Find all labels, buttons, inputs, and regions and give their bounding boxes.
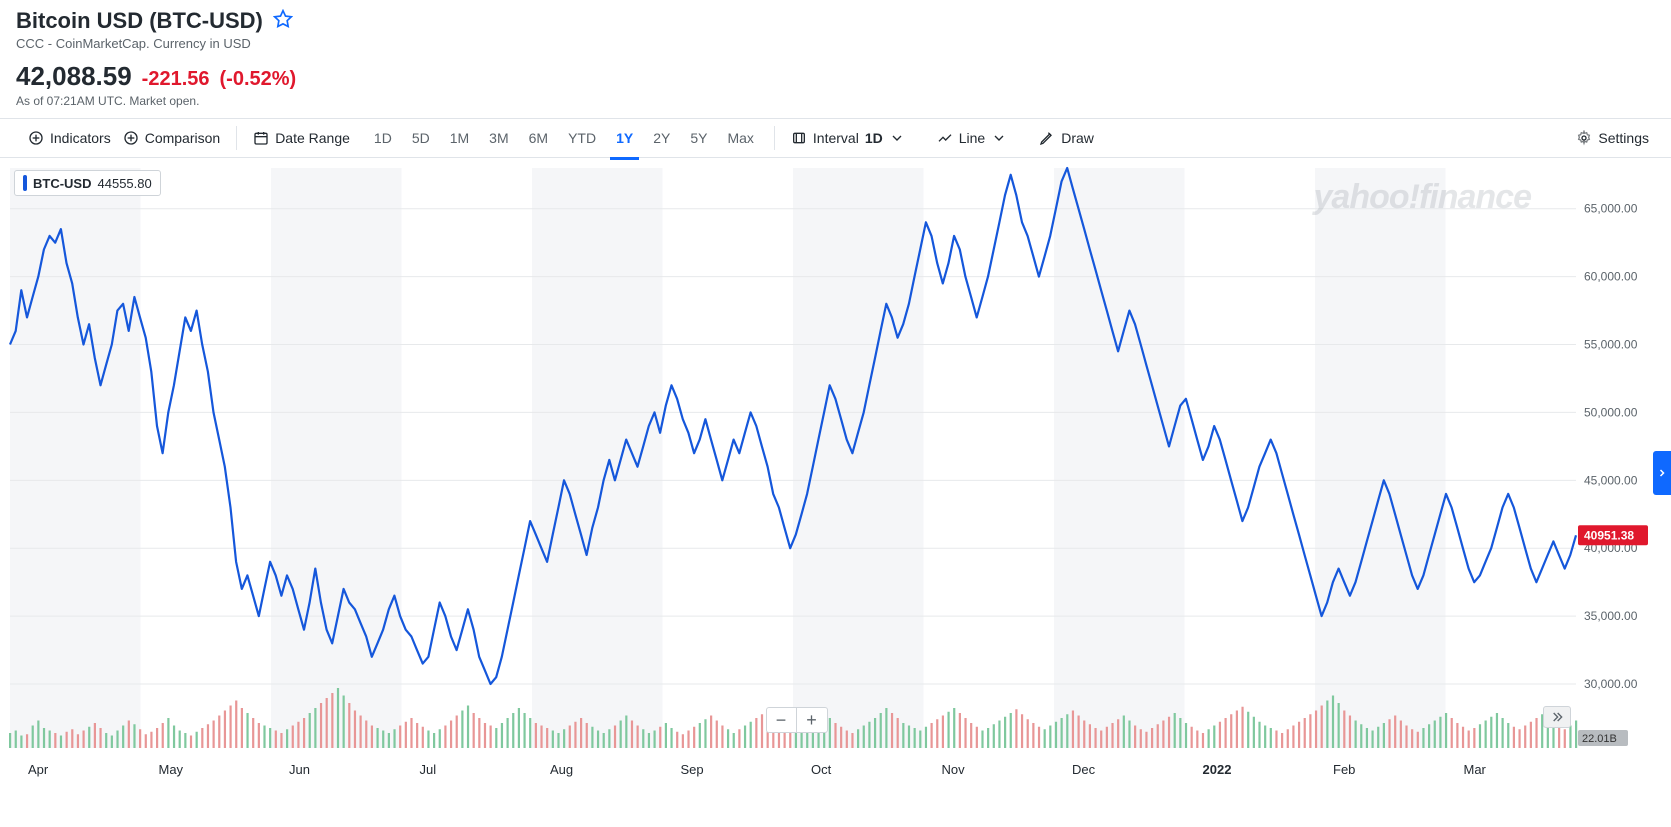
range-2y[interactable]: 2Y [647, 126, 676, 150]
svg-text:60,000.00: 60,000.00 [1584, 270, 1638, 284]
svg-text:30,000.00: 30,000.00 [1584, 677, 1638, 691]
svg-text:Jul: Jul [420, 762, 437, 777]
svg-text:55,000.00: 55,000.00 [1584, 338, 1638, 352]
star-icon[interactable] [273, 9, 293, 34]
settings-label: Settings [1598, 130, 1649, 146]
expand-side-button[interactable] [1653, 451, 1671, 495]
chart-type-button[interactable]: Line [935, 126, 1009, 150]
svg-text:Nov: Nov [942, 762, 966, 777]
chevron-down-icon [889, 130, 905, 146]
svg-text:Jun: Jun [289, 762, 310, 777]
settings-button[interactable]: Settings [1574, 126, 1651, 150]
svg-text:Oct: Oct [811, 762, 832, 777]
skip-forward-button[interactable] [1543, 706, 1571, 728]
range-6m[interactable]: 6M [523, 126, 554, 150]
pencil-icon [1039, 130, 1055, 146]
legend-symbol: BTC-USD [33, 176, 92, 191]
chevron-down-icon [991, 130, 1007, 146]
legend-swatch [23, 175, 27, 191]
svg-text:Sep: Sep [681, 762, 704, 777]
range-max[interactable]: Max [721, 126, 759, 150]
line-chart-icon [937, 130, 953, 146]
zoom-out-button[interactable]: − [767, 708, 797, 732]
svg-text:22.01B: 22.01B [1582, 733, 1617, 745]
asof-text: As of 07:21AM UTC. Market open. [16, 94, 1655, 108]
range-ytd[interactable]: YTD [562, 126, 602, 150]
svg-text:Dec: Dec [1072, 762, 1096, 777]
subtitle: CCC - CoinMarketCap. Currency in USD [16, 36, 1655, 51]
svg-text:May: May [159, 762, 184, 777]
legend-value: 44555.80 [98, 176, 152, 191]
interval-button[interactable]: Interval 1D [789, 126, 907, 150]
range-5y[interactable]: 5Y [684, 126, 713, 150]
chart-toolbar: Indicators Comparison Date Range 1D 5D 1M 3… [0, 118, 1671, 158]
svg-text:Aug: Aug [550, 762, 573, 777]
date-range-label: Date Range [275, 130, 350, 146]
interval-label: Interval [813, 130, 859, 146]
svg-text:45,000.00: 45,000.00 [1584, 473, 1638, 487]
range-1m[interactable]: 1M [444, 126, 475, 150]
svg-text:Mar: Mar [1464, 762, 1487, 777]
interval-icon [791, 130, 807, 146]
svg-text:35,000.00: 35,000.00 [1584, 609, 1638, 623]
svg-text:Apr: Apr [28, 762, 49, 777]
draw-button[interactable]: Draw [1037, 126, 1096, 150]
zoom-control: − + [766, 707, 828, 733]
indicators-button[interactable]: Indicators [26, 126, 113, 150]
svg-text:50,000.00: 50,000.00 [1584, 405, 1638, 419]
date-range-button[interactable]: Date Range [251, 126, 352, 150]
watermark: yahoo!finance [1314, 178, 1531, 217]
indicators-label: Indicators [50, 130, 111, 146]
plus-circle-icon [123, 130, 139, 146]
price-change: -221.56 [142, 68, 210, 91]
comparison-label: Comparison [145, 130, 220, 146]
page-title: Bitcoin USD (BTC-USD) [16, 8, 263, 34]
svg-text:2022: 2022 [1203, 762, 1232, 777]
price-change-pct: (-0.52%) [220, 68, 297, 91]
plus-circle-icon [28, 130, 44, 146]
comparison-button[interactable]: Comparison [121, 126, 222, 150]
price-chart[interactable]: 30,000.0035,000.0040,000.0045,000.0050,0… [0, 158, 1671, 788]
svg-text:Feb: Feb [1333, 762, 1355, 777]
range-1d[interactable]: 1D [368, 126, 398, 150]
interval-value: 1D [865, 130, 883, 146]
range-3m[interactable]: 3M [483, 126, 514, 150]
price-value: 42,088.59 [16, 61, 132, 92]
svg-text:40951.38: 40951.38 [1584, 528, 1634, 542]
calendar-icon [253, 130, 269, 146]
draw-label: Draw [1061, 130, 1094, 146]
svg-text:65,000.00: 65,000.00 [1584, 202, 1638, 216]
gear-icon [1576, 130, 1592, 146]
range-1y[interactable]: 1Y [610, 126, 639, 160]
zoom-in-button[interactable]: + [797, 708, 827, 732]
range-5d[interactable]: 5D [406, 126, 436, 150]
legend-chip[interactable]: BTC-USD 44555.80 [14, 170, 161, 196]
chart-type-label: Line [959, 130, 985, 146]
